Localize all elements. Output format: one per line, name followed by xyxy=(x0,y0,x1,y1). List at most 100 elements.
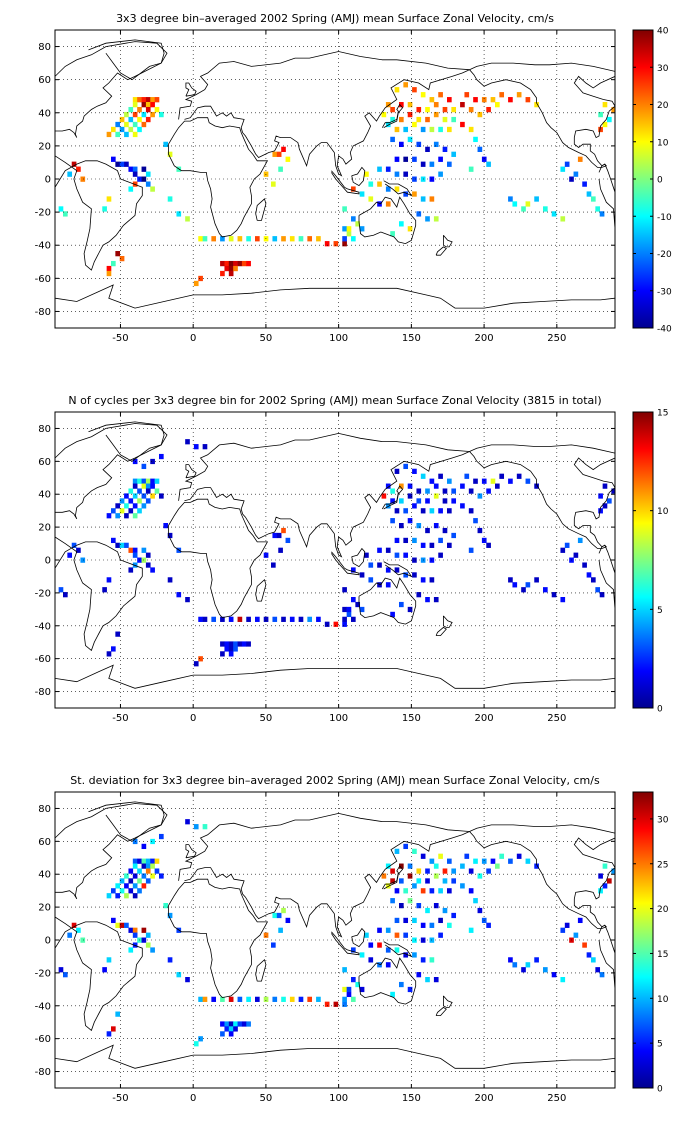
data-bin xyxy=(145,552,151,558)
data-bin xyxy=(128,488,134,494)
data-bin xyxy=(233,641,238,647)
data-bin xyxy=(202,444,208,450)
data-bin xyxy=(307,236,313,242)
data-bin xyxy=(281,236,286,242)
map-plot-area: -50 0 50 100 150 200 250 -80 -60 -40 -20 0 20 40 60 80 xyxy=(35,29,616,344)
x-tick-label: 250 xyxy=(547,1093,566,1104)
data-bin xyxy=(132,97,138,103)
data-bin xyxy=(128,126,134,133)
data-bin xyxy=(228,1031,234,1037)
data-bin xyxy=(150,858,155,864)
data-bin xyxy=(442,498,448,504)
data-bin xyxy=(124,161,129,167)
data-bin xyxy=(333,621,339,627)
data-bin xyxy=(111,508,116,514)
data-bin xyxy=(141,843,147,850)
data-bin xyxy=(438,171,443,177)
data-bin xyxy=(442,116,448,123)
data-bin xyxy=(102,967,107,973)
data-bin xyxy=(425,878,430,884)
data-bin xyxy=(246,260,251,267)
data-bin xyxy=(521,967,526,973)
data-bin xyxy=(307,616,313,622)
colorbar-tick-label: 5 xyxy=(657,606,663,616)
coastline xyxy=(88,421,165,462)
data-bin xyxy=(364,171,369,177)
data-bin xyxy=(438,126,443,133)
data-bin xyxy=(451,116,457,123)
coastline xyxy=(435,246,447,256)
data-bin xyxy=(351,977,356,983)
data-bin xyxy=(416,498,422,504)
data-bin xyxy=(224,641,230,647)
data-bin xyxy=(106,513,112,519)
colorbar-tick-label: 25 xyxy=(657,860,668,870)
data-bin xyxy=(324,241,330,247)
data-bin xyxy=(481,97,487,103)
data-bin xyxy=(468,166,474,172)
data-bin xyxy=(598,493,603,499)
data-bin xyxy=(598,508,603,514)
data-bin xyxy=(516,473,522,479)
data-bin xyxy=(141,121,147,128)
data-bin xyxy=(351,616,356,622)
data-bin xyxy=(486,868,491,874)
data-bin xyxy=(394,537,400,544)
data-bin xyxy=(137,116,142,123)
data-bin xyxy=(477,146,483,152)
data-bin xyxy=(602,483,608,489)
data-bin xyxy=(119,878,125,884)
data-bin xyxy=(473,136,478,143)
data-bin xyxy=(399,863,404,869)
colorbar-tick-label: 5 xyxy=(657,1040,663,1050)
data-bin xyxy=(272,616,278,622)
data-bin xyxy=(429,858,435,864)
data-bin xyxy=(141,503,147,509)
chart-title: N of cycles per 3x3 degree bin for 2002 … xyxy=(68,394,601,407)
x-tick-label: 200 xyxy=(475,1093,494,1104)
data-bin xyxy=(193,444,199,450)
data-bin xyxy=(119,922,125,928)
data-bin xyxy=(602,863,608,869)
data-bin xyxy=(425,116,430,123)
data-bin xyxy=(368,181,374,187)
data-bin xyxy=(429,888,435,894)
data-bin xyxy=(119,126,125,133)
data-bin xyxy=(399,601,404,608)
data-bin xyxy=(486,542,491,548)
data-bin xyxy=(342,1001,347,1007)
data-bin xyxy=(573,552,579,558)
data-bin xyxy=(385,503,391,509)
data-bin xyxy=(115,131,121,138)
data-bin xyxy=(377,927,382,933)
coastline xyxy=(598,544,615,610)
data-bin xyxy=(438,552,443,558)
data-bin xyxy=(385,483,391,489)
data-bin xyxy=(150,493,155,499)
data-bin xyxy=(128,868,134,874)
data-bin xyxy=(577,917,583,924)
data-bin xyxy=(490,478,496,484)
data-bin xyxy=(241,1021,247,1027)
data-bin xyxy=(132,873,138,879)
data-bin xyxy=(403,156,409,162)
colorbar: 0 5 10 15 xyxy=(632,409,669,715)
data-bin xyxy=(385,863,391,869)
data-bin xyxy=(403,572,409,578)
data-bin xyxy=(377,562,382,568)
data-bin xyxy=(560,597,566,603)
data-bin xyxy=(237,1021,243,1027)
data-bin xyxy=(447,126,452,133)
data-bin xyxy=(607,116,612,123)
coastline xyxy=(351,166,366,187)
data-bin xyxy=(141,97,147,103)
data-bin xyxy=(551,972,557,978)
data-bin xyxy=(508,478,513,484)
data-bin xyxy=(111,156,116,162)
data-bin xyxy=(111,537,116,544)
data-bin xyxy=(115,1011,121,1017)
data-bin xyxy=(403,537,409,544)
data-bin xyxy=(499,92,505,98)
data-bin xyxy=(128,888,134,894)
data-bin xyxy=(591,196,596,202)
